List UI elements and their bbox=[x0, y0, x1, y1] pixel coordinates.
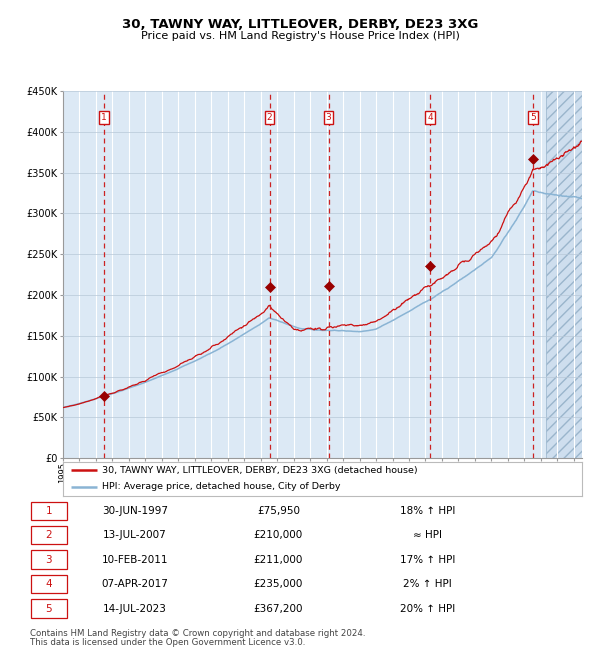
Text: 2% ↑ HPI: 2% ↑ HPI bbox=[403, 579, 452, 589]
Bar bbox=[546, 91, 582, 458]
Text: 07-APR-2017: 07-APR-2017 bbox=[101, 579, 169, 589]
Text: 4: 4 bbox=[427, 112, 433, 122]
Text: Contains HM Land Registry data © Crown copyright and database right 2024.: Contains HM Land Registry data © Crown c… bbox=[30, 629, 365, 638]
Text: This data is licensed under the Open Government Licence v3.0.: This data is licensed under the Open Gov… bbox=[30, 638, 305, 647]
Bar bbox=[546, 91, 582, 458]
Text: 2: 2 bbox=[267, 112, 272, 122]
Text: ≈ HPI: ≈ HPI bbox=[413, 530, 442, 540]
Text: 20% ↑ HPI: 20% ↑ HPI bbox=[400, 604, 455, 614]
Text: 30, TAWNY WAY, LITTLEOVER, DERBY, DE23 3XG (detached house): 30, TAWNY WAY, LITTLEOVER, DERBY, DE23 3… bbox=[102, 466, 418, 475]
Text: 14-JUL-2023: 14-JUL-2023 bbox=[103, 604, 167, 614]
FancyBboxPatch shape bbox=[31, 599, 67, 618]
FancyBboxPatch shape bbox=[31, 502, 67, 520]
Text: 2: 2 bbox=[46, 530, 52, 540]
FancyBboxPatch shape bbox=[31, 575, 67, 593]
Text: Price paid vs. HM Land Registry's House Price Index (HPI): Price paid vs. HM Land Registry's House … bbox=[140, 31, 460, 41]
Text: 30, TAWNY WAY, LITTLEOVER, DERBY, DE23 3XG: 30, TAWNY WAY, LITTLEOVER, DERBY, DE23 3… bbox=[122, 18, 478, 31]
Text: 17% ↑ HPI: 17% ↑ HPI bbox=[400, 554, 455, 565]
FancyBboxPatch shape bbox=[31, 526, 67, 545]
FancyBboxPatch shape bbox=[31, 551, 67, 569]
Text: £367,200: £367,200 bbox=[254, 604, 303, 614]
Text: HPI: Average price, detached house, City of Derby: HPI: Average price, detached house, City… bbox=[102, 482, 340, 491]
Text: 4: 4 bbox=[46, 579, 52, 589]
Text: 1: 1 bbox=[101, 112, 107, 122]
Text: 3: 3 bbox=[46, 554, 52, 565]
Text: 13-JUL-2007: 13-JUL-2007 bbox=[103, 530, 167, 540]
Text: 10-FEB-2011: 10-FEB-2011 bbox=[101, 554, 168, 565]
Text: £75,950: £75,950 bbox=[257, 506, 300, 515]
Text: 5: 5 bbox=[530, 112, 536, 122]
Text: 1: 1 bbox=[46, 506, 52, 515]
Text: 5: 5 bbox=[46, 604, 52, 614]
Text: 30-JUN-1997: 30-JUN-1997 bbox=[102, 506, 168, 515]
Text: £211,000: £211,000 bbox=[254, 554, 303, 565]
Text: 3: 3 bbox=[326, 112, 331, 122]
Text: £235,000: £235,000 bbox=[254, 579, 303, 589]
Text: 18% ↑ HPI: 18% ↑ HPI bbox=[400, 506, 455, 515]
Text: £210,000: £210,000 bbox=[254, 530, 303, 540]
